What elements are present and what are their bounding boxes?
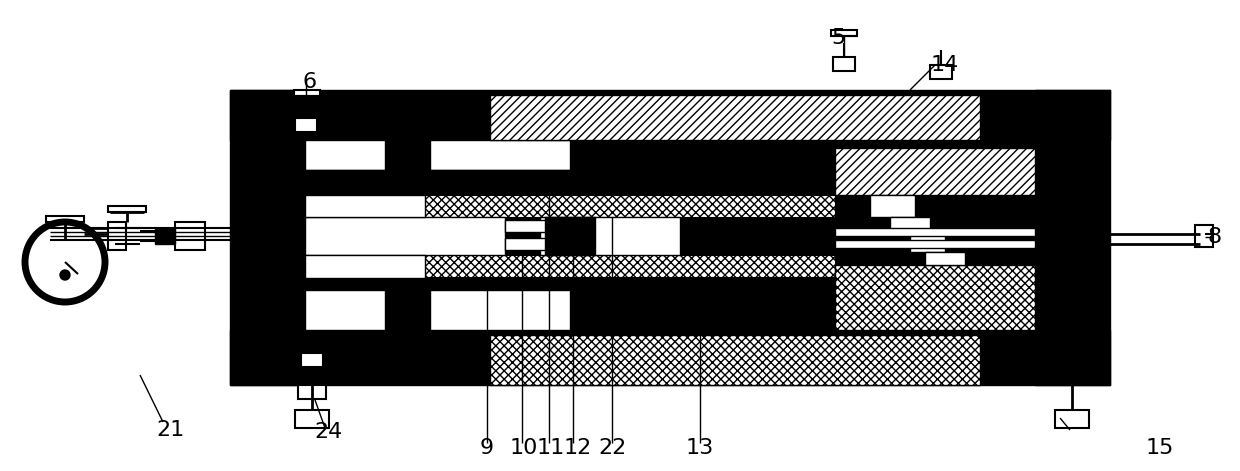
Text: 9: 9: [480, 438, 494, 458]
Bar: [490, 335, 980, 385]
Bar: [305, 140, 1035, 170]
Bar: [925, 252, 965, 265]
Bar: [1055, 410, 1089, 428]
Bar: [175, 222, 205, 250]
Text: 13: 13: [686, 438, 714, 458]
Bar: [295, 410, 329, 428]
Bar: [505, 238, 546, 250]
Bar: [301, 353, 322, 367]
Bar: [46, 216, 84, 222]
Text: 6: 6: [303, 72, 317, 92]
Text: 14: 14: [931, 55, 959, 75]
Text: 10: 10: [510, 438, 538, 458]
Text: 22: 22: [598, 438, 626, 458]
Bar: [305, 195, 835, 217]
Bar: [295, 118, 317, 132]
Bar: [539, 217, 680, 255]
Text: 8: 8: [1208, 227, 1223, 247]
Bar: [831, 30, 857, 36]
Bar: [430, 290, 570, 330]
Bar: [155, 228, 175, 244]
Bar: [835, 265, 1035, 330]
Bar: [1035, 90, 1110, 385]
Bar: [835, 240, 1035, 248]
Text: 21: 21: [156, 420, 184, 440]
Bar: [108, 206, 146, 212]
Text: 11: 11: [537, 438, 565, 458]
Text: 15: 15: [1146, 438, 1174, 458]
Bar: [546, 217, 595, 255]
Bar: [108, 222, 126, 250]
Bar: [305, 255, 835, 277]
Bar: [430, 140, 570, 170]
Bar: [305, 140, 384, 170]
Text: 5: 5: [831, 28, 846, 48]
Bar: [229, 90, 1110, 140]
Bar: [229, 90, 305, 385]
Bar: [833, 57, 856, 71]
Bar: [910, 235, 945, 252]
Bar: [890, 217, 930, 235]
Bar: [1195, 225, 1213, 247]
Bar: [930, 65, 952, 79]
Bar: [305, 217, 505, 255]
Bar: [294, 90, 320, 96]
Bar: [229, 330, 1110, 385]
Bar: [305, 290, 1035, 330]
Bar: [835, 228, 1035, 236]
Text: 24: 24: [314, 422, 342, 442]
Bar: [305, 255, 425, 278]
Text: 12: 12: [564, 438, 593, 458]
Bar: [305, 290, 384, 330]
Circle shape: [60, 270, 69, 280]
Bar: [490, 95, 980, 140]
Bar: [835, 148, 1035, 195]
Bar: [305, 195, 425, 217]
Bar: [298, 385, 326, 399]
Bar: [505, 220, 546, 232]
Bar: [305, 170, 1035, 290]
Bar: [870, 195, 915, 217]
